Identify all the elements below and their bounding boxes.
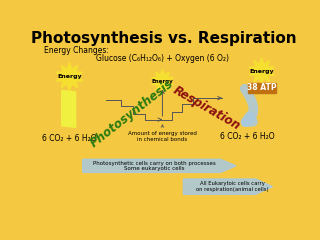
- Text: Photosynthesis vs. Respiration: Photosynthesis vs. Respiration: [31, 31, 297, 46]
- Text: Energy: Energy: [249, 69, 274, 74]
- Polygon shape: [249, 58, 274, 84]
- Text: Some eukaryotic cells: Some eukaryotic cells: [124, 167, 185, 171]
- FancyArrowPatch shape: [245, 89, 253, 122]
- Text: 6 CO₂ + 6 H₂O: 6 CO₂ + 6 H₂O: [220, 132, 275, 141]
- Text: Respiration: Respiration: [171, 84, 243, 133]
- Text: Energy: Energy: [152, 79, 173, 84]
- Polygon shape: [62, 90, 76, 127]
- Text: 38 ATP: 38 ATP: [247, 83, 276, 92]
- Text: Photosynthetic cells carry on both processes: Photosynthetic cells carry on both proce…: [93, 161, 216, 166]
- Text: Energy: Energy: [57, 74, 82, 79]
- Text: Amount of energy stored
in chemical bonds: Amount of energy stored in chemical bond…: [128, 131, 197, 142]
- FancyArrow shape: [83, 159, 236, 172]
- FancyArrow shape: [183, 179, 273, 194]
- Text: Photosynthesis: Photosynthesis: [87, 77, 176, 150]
- Text: 6 CO₂ + 6 H₂O: 6 CO₂ + 6 H₂O: [42, 134, 97, 143]
- Bar: [248, 83, 276, 93]
- Text: Glucose (C₆H₁₂O₆) + Oxygen (6 O₂): Glucose (C₆H₁₂O₆) + Oxygen (6 O₂): [96, 54, 229, 63]
- Text: All Eukarytoic cells carry
on respiration(animal cells): All Eukarytoic cells carry on respiratio…: [196, 181, 268, 192]
- Polygon shape: [151, 70, 173, 93]
- Text: Energy Changes:: Energy Changes:: [44, 46, 109, 55]
- Polygon shape: [56, 63, 83, 90]
